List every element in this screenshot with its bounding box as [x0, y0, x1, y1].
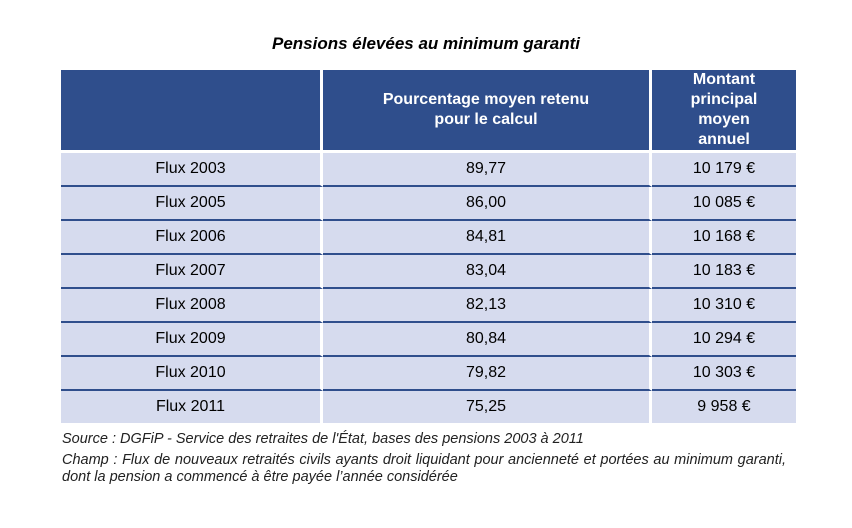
amount-cell: 10 168 €: [652, 221, 796, 255]
percentage-cell: 79,82: [323, 357, 652, 391]
table-row: Flux 2005 86,00 10 085 €: [61, 187, 796, 221]
row-label: Flux 2006: [61, 221, 323, 255]
amount-cell: 9 958 €: [652, 391, 796, 423]
pensions-table: Pourcentage moyen retenu pour le calcul …: [61, 70, 796, 423]
row-label: Flux 2009: [61, 323, 323, 357]
table-row: Flux 2010 79,82 10 303 €: [61, 357, 796, 391]
source-note: Source : DGFiP - Service des retraites d…: [62, 431, 584, 447]
percentage-cell: 83,04: [323, 255, 652, 289]
percentage-cell: 75,25: [323, 391, 652, 423]
table-row: Flux 2003 89,77 10 179 €: [61, 153, 796, 187]
table-title: Pensions élevées au minimum garanti: [271, 34, 580, 53]
amount-cell: 10 085 €: [652, 187, 796, 221]
notes: Source : DGFiP - Service des retraites d…: [62, 431, 786, 490]
percentage-cell: 84,81: [323, 221, 652, 255]
amount-cell: 10 179 €: [652, 153, 796, 187]
percentage-cell: 80,84: [323, 323, 652, 357]
amount-cell: 10 310 €: [652, 289, 796, 323]
table-row: Flux 2009 80,84 10 294 €: [61, 323, 796, 357]
row-label: Flux 2005: [61, 187, 323, 221]
row-label: Flux 2008: [61, 289, 323, 323]
header-percentage: Pourcentage moyen retenu pour le calcul: [323, 70, 652, 153]
table-row: Flux 2006 84,81 10 168 €: [61, 221, 796, 255]
header-row: Pourcentage moyen retenu pour le calcul …: [61, 70, 796, 153]
row-label: Flux 2011: [61, 391, 323, 423]
amount-cell: 10 294 €: [652, 323, 796, 357]
percentage-cell: 89,77: [323, 153, 652, 187]
header-empty: [61, 70, 323, 153]
row-label: Flux 2010: [61, 357, 323, 391]
table-row: Flux 2007 83,04 10 183 €: [61, 255, 796, 289]
amount-cell: 10 183 €: [652, 255, 796, 289]
table-row: Flux 2011 75,25 9 958 €: [61, 391, 796, 423]
header-amount: Montant principal moyen annuel: [652, 70, 796, 153]
amount-cell: 10 303 €: [652, 357, 796, 391]
percentage-cell: 86,00: [323, 187, 652, 221]
scope-note: Champ : Flux de nouveaux retraités civil…: [62, 452, 786, 485]
row-label: Flux 2003: [61, 153, 323, 187]
table-row: Flux 2008 82,13 10 310 €: [61, 289, 796, 323]
percentage-cell: 82,13: [323, 289, 652, 323]
row-label: Flux 2007: [61, 255, 323, 289]
